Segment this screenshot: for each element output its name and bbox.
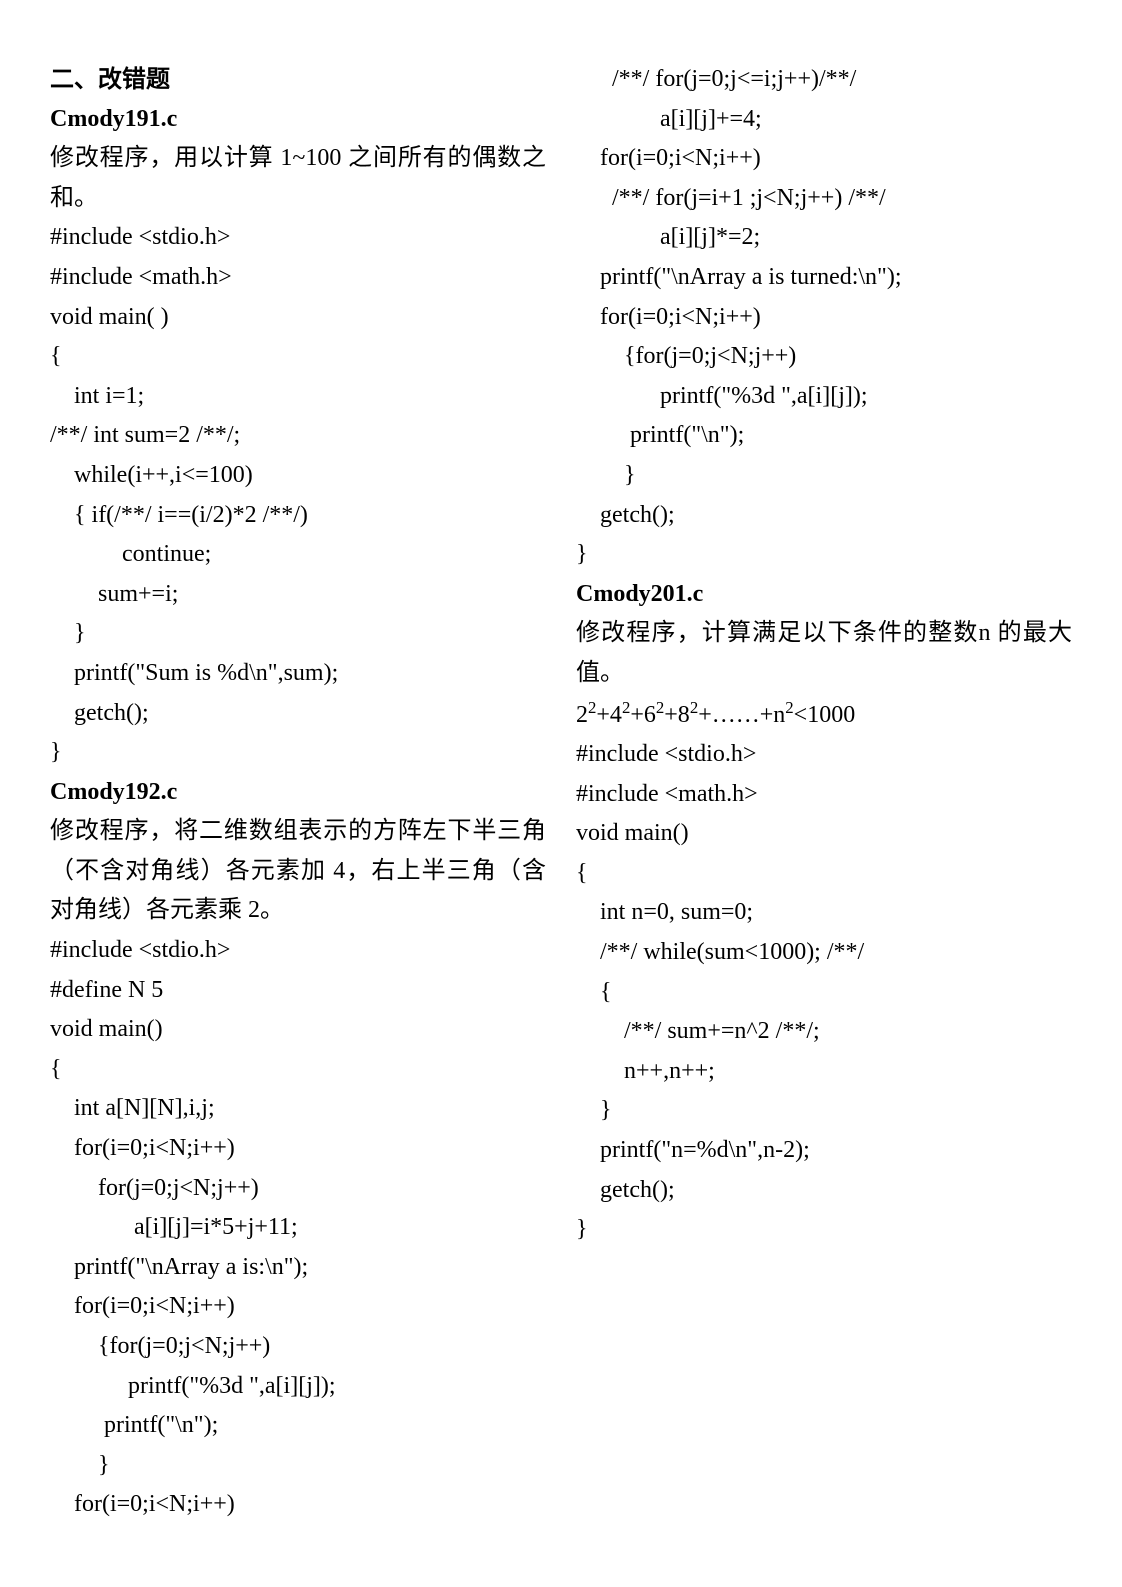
code-line: printf("\n"); bbox=[576, 416, 1072, 456]
code-line: void main() bbox=[576, 814, 1072, 854]
code-line: for(j=0;j<N;j++) bbox=[50, 1169, 546, 1209]
code-line: printf("%3d ",a[i][j]); bbox=[576, 377, 1072, 417]
code-line: getch(); bbox=[576, 496, 1072, 536]
code-line: } bbox=[50, 733, 546, 773]
code-line: printf("%3d ",a[i][j]); bbox=[50, 1367, 546, 1407]
code-line: #include <stdio.h> bbox=[50, 218, 546, 258]
code-line: { bbox=[50, 1050, 546, 1090]
code-line: for(i=0;i<N;i++) bbox=[576, 298, 1072, 338]
code-line: #include <math.h> bbox=[50, 258, 546, 298]
code-line: for(i=0;i<N;i++) bbox=[50, 1129, 546, 1169]
code-line: {for(j=0;j<N;j++) bbox=[50, 1327, 546, 1367]
code-line: } bbox=[576, 1091, 1072, 1131]
code-line: n++,n++; bbox=[576, 1052, 1072, 1092]
code-line: void main( ) bbox=[50, 298, 546, 338]
code-line: } bbox=[576, 1210, 1072, 1250]
code-line: int n=0, sum=0; bbox=[576, 893, 1072, 933]
code-line: for(i=0;i<N;i++) bbox=[576, 139, 1072, 179]
code-block-description: 修改程序，计算满足以下条件的整数n 的最大值。 bbox=[576, 614, 1072, 693]
code-line: } bbox=[50, 1446, 546, 1486]
code-line: /**/ while(sum<1000); /**/ bbox=[576, 933, 1072, 973]
code-line: /**/ for(j=i+1 ;j<N;j++) /**/ bbox=[576, 179, 1072, 219]
code-block-description: 修改程序，将二维数组表示的方阵左下半三角（不含对角线）各元素加 4，右上半三角（… bbox=[50, 812, 546, 931]
code-block-title: Cmody192.c bbox=[50, 773, 546, 813]
code-line: #include <stdio.h> bbox=[576, 735, 1072, 775]
code-line: for(i=0;i<N;i++) bbox=[50, 1287, 546, 1327]
code-line: getch(); bbox=[576, 1171, 1072, 1211]
code-block-title: Cmody201.c bbox=[576, 575, 1072, 615]
code-line: printf("\nArray a is:\n"); bbox=[50, 1248, 546, 1288]
code-line: getch(); bbox=[50, 694, 546, 734]
document-body: Cmody191.c修改程序，用以计算 1~100 之间所有的偶数之和。#inc… bbox=[50, 60, 1072, 1527]
code-line: #define N 5 bbox=[50, 971, 546, 1011]
code-line: printf("n=%d\n",n-2); bbox=[576, 1131, 1072, 1171]
code-line: { bbox=[576, 973, 1072, 1013]
code-block-title: Cmody191.c bbox=[50, 100, 546, 140]
code-line: printf("\n"); bbox=[50, 1406, 546, 1446]
page-content: 二、改错题 Cmody191.c修改程序，用以计算 1~100 之间所有的偶数之… bbox=[50, 60, 1072, 1527]
code-line: a[i][j]+=4; bbox=[576, 100, 1072, 140]
section-title: 二、改错题 bbox=[50, 60, 546, 100]
code-line: } bbox=[576, 535, 1072, 575]
code-line: { bbox=[50, 337, 546, 377]
code-line: a[i][j]*=2; bbox=[576, 218, 1072, 258]
code-line: void main() bbox=[50, 1010, 546, 1050]
formula-line: 22+42+62+82+……+n2<1000 bbox=[576, 694, 1072, 736]
code-line: for(i=0;i<N;i++) bbox=[50, 1485, 546, 1525]
code-line: printf("Sum is %d\n",sum); bbox=[50, 654, 546, 694]
code-line: int i=1; bbox=[50, 377, 546, 417]
code-line: } bbox=[576, 456, 1072, 496]
code-line: #include <stdio.h> bbox=[50, 931, 546, 971]
code-line: /**/ sum+=n^2 /**/; bbox=[576, 1012, 1072, 1052]
code-line: #include <math.h> bbox=[576, 775, 1072, 815]
code-line: continue; bbox=[50, 535, 546, 575]
code-line: {for(j=0;j<N;j++) bbox=[576, 337, 1072, 377]
code-line: a[i][j]=i*5+j+11; bbox=[50, 1208, 546, 1248]
code-line: { if(/**/ i==(i/2)*2 /**/) bbox=[50, 496, 546, 536]
code-line: /**/ int sum=2 /**/; bbox=[50, 416, 546, 456]
code-line: int a[N][N],i,j; bbox=[50, 1089, 546, 1129]
code-line: } bbox=[50, 614, 546, 654]
code-block-description: 修改程序，用以计算 1~100 之间所有的偶数之和。 bbox=[50, 139, 546, 218]
code-line: sum+=i; bbox=[50, 575, 546, 615]
code-line: { bbox=[576, 854, 1072, 894]
code-line: /**/ for(j=0;j<=i;j++)/**/ bbox=[576, 60, 1072, 100]
code-line: printf("\nArray a is turned:\n"); bbox=[576, 258, 1072, 298]
code-line: while(i++,i<=100) bbox=[50, 456, 546, 496]
